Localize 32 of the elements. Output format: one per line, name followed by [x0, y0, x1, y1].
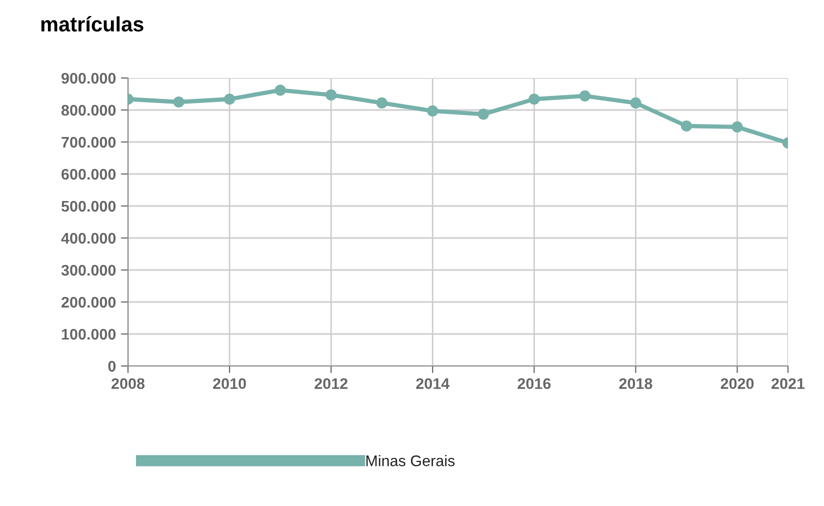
point	[427, 105, 438, 117]
y-tick-label: 100.000	[62, 328, 116, 340]
point	[478, 108, 489, 120]
text: Minas Gerais	[366, 455, 455, 466]
y-tick-label: 400.000	[61, 232, 116, 244]
y-tick-label: 800.000	[61, 104, 116, 116]
point	[630, 97, 642, 109]
x-tick-label: 2010	[213, 378, 246, 390]
x-tick-label: 2020	[720, 378, 754, 390]
x-tick-label: 2018	[619, 378, 652, 390]
point	[274, 84, 286, 96]
chart-title: matrículas	[41, 16, 144, 32]
y-tick-label: 200.000	[62, 296, 116, 308]
y-tick-label: 300.000	[61, 264, 116, 276]
point	[326, 89, 337, 101]
point	[224, 94, 236, 105]
point	[376, 97, 388, 109]
x-tick-label: 2014	[416, 378, 450, 390]
y-tick-label: 900.000	[62, 72, 116, 84]
x-tick-label: 2008	[112, 378, 145, 390]
point	[528, 94, 540, 105]
point	[173, 96, 184, 108]
x-tick-label: 2016	[518, 378, 551, 390]
point	[732, 121, 743, 133]
x-tick-label: 2021	[772, 378, 805, 390]
y-tick-label: 500.000	[61, 200, 116, 212]
point	[579, 90, 590, 102]
point	[680, 120, 692, 132]
y-tick-label: 700.000	[62, 136, 116, 148]
y-tick-label: 0	[108, 360, 116, 372]
y-tick-label: 600.000	[62, 168, 116, 180]
x-tick-label: 2012	[314, 378, 348, 390]
